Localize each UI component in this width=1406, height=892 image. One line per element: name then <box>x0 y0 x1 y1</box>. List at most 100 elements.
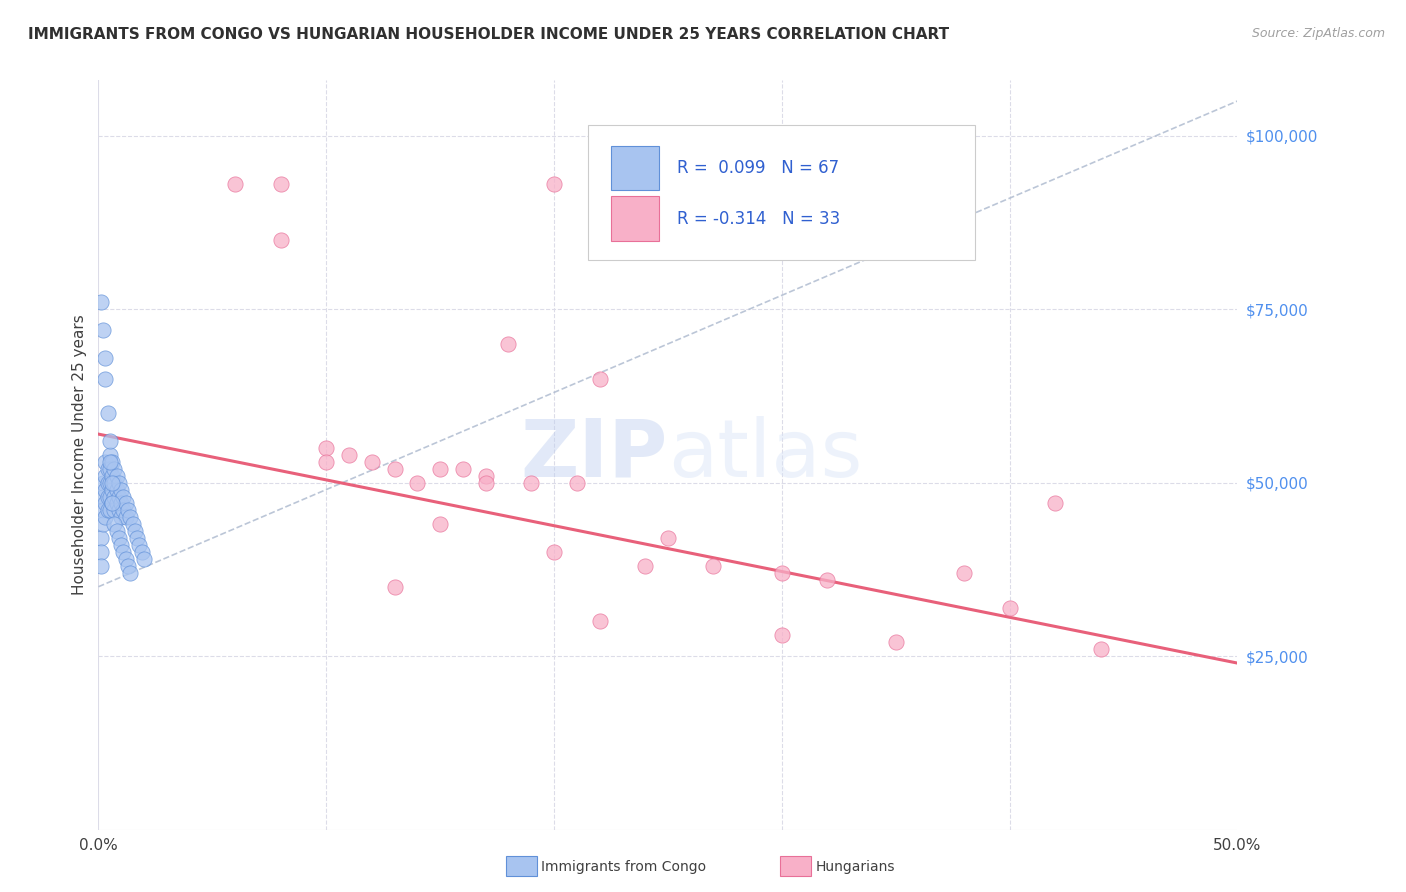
Point <box>429 462 451 476</box>
Point <box>101 455 124 469</box>
Point <box>110 496 132 510</box>
Point <box>103 490 125 504</box>
Point <box>406 475 429 490</box>
Text: ZIP: ZIP <box>520 416 668 494</box>
Point <box>98 490 121 504</box>
Point <box>1043 496 1066 510</box>
Point <box>117 558 139 573</box>
Point <box>108 531 131 545</box>
Point <box>96 490 118 504</box>
Point <box>98 448 121 462</box>
Point <box>105 468 128 483</box>
Point <box>224 178 246 192</box>
Point <box>112 503 135 517</box>
Point <box>1090 642 1112 657</box>
Point <box>121 517 143 532</box>
Point <box>91 323 114 337</box>
Point <box>91 503 114 517</box>
Point <box>98 475 121 490</box>
Point <box>474 475 496 490</box>
Point <box>105 496 128 510</box>
Point <box>429 517 451 532</box>
FancyBboxPatch shape <box>588 125 976 260</box>
Point <box>98 462 121 476</box>
Point <box>91 490 114 504</box>
Point <box>96 406 118 420</box>
FancyBboxPatch shape <box>612 146 659 190</box>
Point <box>90 545 112 559</box>
Point <box>112 490 135 504</box>
Point <box>543 178 565 192</box>
Point <box>103 475 125 490</box>
Point <box>108 475 131 490</box>
Point <box>98 434 121 448</box>
Point <box>132 552 155 566</box>
Point <box>588 371 610 385</box>
Point <box>120 566 142 580</box>
Point <box>315 455 337 469</box>
Point <box>101 468 124 483</box>
Point <box>565 475 588 490</box>
Point <box>110 510 132 524</box>
Point <box>702 558 724 573</box>
Point <box>110 538 132 552</box>
Point <box>101 483 124 497</box>
Point <box>270 178 292 192</box>
Point <box>520 475 543 490</box>
Point <box>108 503 131 517</box>
Point <box>498 337 520 351</box>
FancyBboxPatch shape <box>612 196 659 241</box>
Point <box>101 496 124 510</box>
Point <box>117 503 139 517</box>
Point <box>94 468 117 483</box>
Point <box>91 475 114 490</box>
Point <box>543 545 565 559</box>
Point <box>998 600 1021 615</box>
Point <box>94 455 117 469</box>
Point <box>94 371 117 385</box>
Point <box>360 455 382 469</box>
Point <box>315 441 337 455</box>
Point <box>90 295 112 310</box>
Point <box>103 503 125 517</box>
Point <box>657 531 679 545</box>
Y-axis label: Householder Income Under 25 years: Householder Income Under 25 years <box>72 315 87 595</box>
Point <box>634 558 657 573</box>
Point <box>337 448 360 462</box>
Point <box>474 468 496 483</box>
Text: Immigrants from Congo: Immigrants from Congo <box>541 860 706 874</box>
Text: R = -0.314   N = 33: R = -0.314 N = 33 <box>676 210 841 227</box>
Point <box>114 510 136 524</box>
Point <box>90 531 112 545</box>
Point <box>94 483 117 497</box>
Point <box>953 566 976 580</box>
Point <box>94 510 117 524</box>
Point <box>90 558 112 573</box>
Point <box>770 628 793 642</box>
Point <box>101 496 124 510</box>
Point <box>91 517 114 532</box>
Point <box>103 462 125 476</box>
Point <box>770 566 793 580</box>
Point <box>110 483 132 497</box>
Point <box>270 233 292 247</box>
Point <box>96 462 118 476</box>
Point <box>101 475 124 490</box>
Point <box>94 496 117 510</box>
Point <box>103 517 125 532</box>
Point <box>127 531 149 545</box>
Point <box>114 552 136 566</box>
Point <box>96 475 118 490</box>
Point <box>94 351 117 365</box>
Point <box>815 573 838 587</box>
Text: atlas: atlas <box>668 416 862 494</box>
Point <box>884 635 907 649</box>
Point <box>112 545 135 559</box>
Point <box>128 538 150 552</box>
Text: Hungarians: Hungarians <box>815 860 896 874</box>
Point <box>451 462 474 476</box>
Point <box>124 524 146 539</box>
Point <box>131 545 153 559</box>
Text: R =  0.099   N = 67: R = 0.099 N = 67 <box>676 159 839 177</box>
Point <box>98 503 121 517</box>
